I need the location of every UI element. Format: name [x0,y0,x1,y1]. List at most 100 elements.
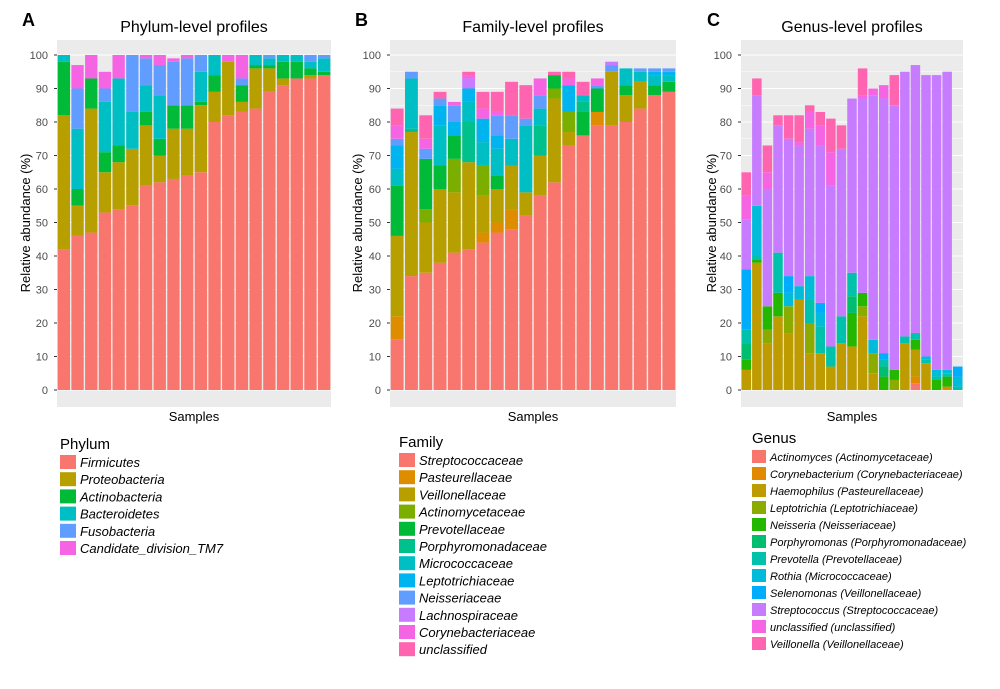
legend-label: Actinobacteria [79,489,162,504]
bar-segment [931,369,942,377]
bar-segment [462,75,476,79]
legend-swatch [399,487,415,502]
bar-segment [419,115,433,139]
bar-segment [826,346,836,367]
bar-segment [180,128,194,176]
legend-swatch [752,552,766,565]
y-tick-label: 80 [36,117,48,129]
bar-segment [419,158,433,210]
y-tick-label: 70 [36,151,48,163]
bar-segment [878,359,889,367]
legend-label: Prevotellaceae [419,522,505,537]
bar-segment [57,61,71,116]
y-axis-title: Relative abundance (%) [18,154,33,293]
panel-c: C Genus-level profiles 0 10 20 30 40 50 60 70 80 90… [704,10,967,651]
bar-segment [126,148,139,206]
bar-segment [390,168,404,186]
bar-segment [548,71,561,76]
bar-segment [112,145,125,163]
legend-label: Candidate_division_TM7 [80,541,224,556]
bar-segment [910,333,921,340]
legend-label: Actinomyces (Actinomycetaceae) [769,452,933,464]
bar-segment [952,376,963,387]
bar-segment [773,252,783,293]
bar-segment [153,65,166,96]
bar-segment [847,296,857,313]
y-tick-label: 40 [720,251,732,263]
bar-segment [562,111,576,133]
bar-segment [153,95,166,139]
bar-segment [71,205,84,236]
bar-segment [804,353,815,390]
bar-segment [590,111,604,126]
legend-swatch [60,523,76,538]
bar-segment [662,71,676,76]
bar-segment [794,286,804,300]
bar-segment [419,222,433,273]
bar-segment [462,122,476,163]
bar-segment [447,122,461,136]
bar-segment [390,235,404,317]
bar-segment [85,78,98,109]
bar-segment [878,98,889,354]
bar-segment [590,88,604,112]
bar-segment [804,105,815,112]
bar-segment [910,383,921,390]
bar-segment [794,145,804,287]
bar-segment [548,98,561,183]
bar-segment [98,172,112,213]
bar-segment [194,105,208,173]
bar-segment [126,55,139,112]
legend-swatch [399,625,415,639]
bar-segment [476,91,490,109]
bar-segment [139,111,153,126]
bar-segment [826,185,836,347]
bar-segment [433,165,447,189]
bar-segment [180,58,194,106]
y-tick-label: 90 [36,84,48,96]
bar-segment [447,135,461,159]
bar-segment [794,115,804,143]
bar-segment [263,58,276,66]
bar-segment [868,353,878,374]
legend-swatch [399,470,415,485]
y-tick-label: 30 [369,285,381,297]
y-tick-label: 60 [720,184,732,196]
legend-swatch [399,539,415,553]
bar-segment [815,312,826,327]
bar-segment [762,329,773,344]
bar-segment [605,71,619,126]
legend-swatch [752,535,766,548]
bar-segment [317,71,331,76]
bar-segment [826,366,836,390]
bar-segment [804,299,815,323]
legend-label: Firmicutes [80,455,140,470]
bar-segment [794,299,804,390]
bar-segment [533,195,547,390]
y-tick-label: 0 [42,385,48,397]
bar-segment [71,189,84,206]
bar-segment [548,88,561,99]
legend-label: Porphyromonadaceae [419,539,547,554]
bar-segment [576,81,590,96]
bar-segment [741,219,752,270]
bar-segment [490,222,504,233]
bar-segment [836,316,847,344]
legend-title: Family [399,434,444,451]
bar-segment [783,333,794,390]
y-tick-label: 50 [36,218,48,230]
panel-letter: C [707,10,720,30]
bar-segment [889,369,900,380]
bar-segment [804,128,815,277]
bar-segment [263,65,276,69]
bar-segment [235,101,249,112]
bar-segment [762,343,773,390]
bar-segment [773,115,783,126]
bar-segment [112,162,125,210]
bar-segment [562,132,576,146]
bar-segment [910,65,921,334]
bar-segment [533,125,547,156]
legend-label: Prevotella (Prevotellaceae) [770,554,902,566]
bar-segment [519,125,533,193]
